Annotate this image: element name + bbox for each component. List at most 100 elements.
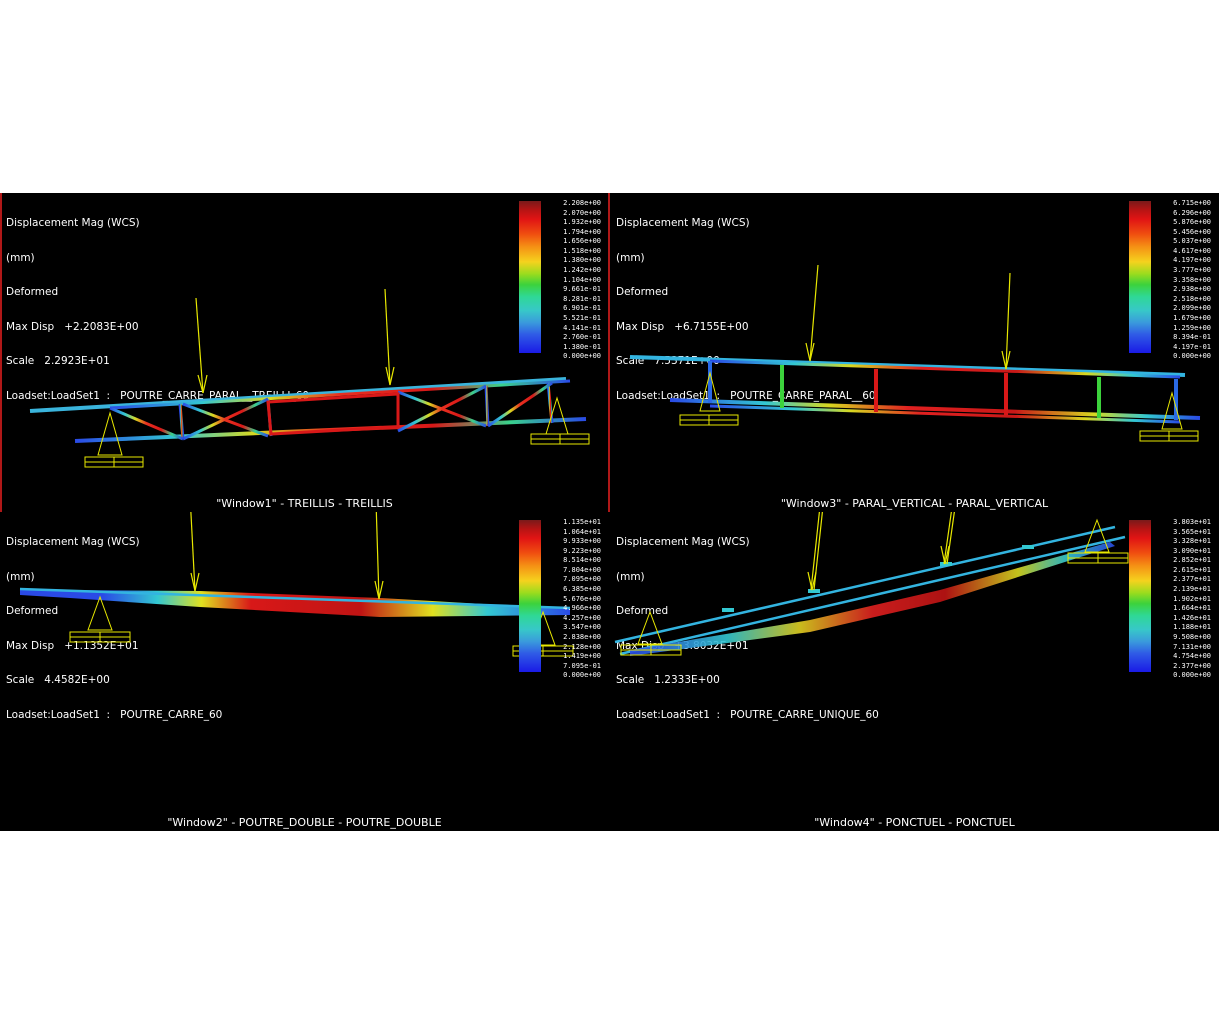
max-disp-label: Max Disp +6.7155E+00 (616, 320, 749, 333)
window2-pane[interactable]: Displacement Mag (WCS) (mm) Deformed Max… (0, 512, 609, 831)
legend-value: 1.380e-01 (563, 342, 601, 351)
legend-value: 2.938e+00 (1173, 285, 1211, 294)
window2-info: Displacement Mag (WCS) (mm) Deformed Max… (6, 514, 222, 744)
loadset-label: Loadset:LoadSet1 : POUTRE_CARRE_PARAL__6… (616, 389, 876, 402)
legend-value: 0.000e+00 (1173, 352, 1211, 361)
window2-caption: "Window2" - POUTRE_DOUBLE - POUTRE_DOUBL… (167, 816, 442, 829)
legend-value: 9.933e+00 (563, 537, 601, 546)
legend-value: 1.259e+00 (1173, 323, 1211, 332)
window4-pane[interactable]: Displacement Mag (WCS) (mm) Deformed Max… (610, 512, 1219, 831)
load-arrow-icon (807, 512, 955, 591)
legend-value: 1.932e+00 (563, 218, 601, 227)
legend-value: 3.547e+00 (563, 623, 601, 632)
window3-pane[interactable]: Displacement Mag (WCS) (mm) Deformed Max… (610, 193, 1219, 512)
legend-value: 1.064e+01 (563, 527, 601, 536)
legend-value: 2.099e+00 (1173, 304, 1211, 313)
legend-value: 4.257e+00 (563, 613, 601, 622)
legend-value: 2.377e+00 (1173, 661, 1211, 670)
legend-value: 0.000e+00 (1173, 671, 1211, 680)
deformed-label: Deformed (616, 286, 669, 298)
legend-value: 2.615e+01 (1173, 565, 1211, 574)
window1-caption: "Window1" - TREILLIS - TREILLIS (216, 497, 393, 510)
window1-pane[interactable]: Displacement Mag (WCS) (mm) Deformed Max… (0, 193, 609, 512)
legend-value: 2.208e+00 (563, 199, 601, 207)
legend-value: 1.135e+01 (563, 518, 601, 526)
legend-value: 1.794e+00 (563, 227, 601, 236)
legend-value: 8.281e-01 (563, 294, 601, 303)
window1-color-legend: 2.208e+00 2.070e+00 1.932e+00 1.794e+00 … (519, 199, 601, 360)
result-type-label: Displacement Mag (WCS) (6, 217, 140, 229)
color-scale-bar (1129, 520, 1151, 672)
support-constraint-icon (620, 518, 1129, 656)
legend-value: 7.095e-01 (563, 661, 601, 670)
max-disp-label: Max Disp +2.2083E+00 (6, 320, 139, 333)
legend-value: 4.754e+00 (1173, 652, 1211, 661)
legend-value: 8.514e+00 (563, 556, 601, 565)
legend-value: 7.095e+00 (563, 575, 601, 584)
result-type-label: Displacement Mag (WCS) (616, 536, 750, 548)
deformed-label: Deformed (616, 605, 669, 617)
color-scale-bar (519, 520, 541, 672)
window1-info: Displacement Mag (WCS) (mm) Deformed Max… (6, 195, 309, 425)
result-type-label: Displacement Mag (WCS) (616, 217, 750, 229)
max-disp-label: Max Disp +1.1352E+01 (6, 639, 139, 652)
window2-color-legend: 1.135e+01 1.064e+01 9.933e+00 9.223e+00 … (519, 518, 601, 679)
legend-value: 6.901e-01 (563, 304, 601, 313)
color-scale-labels: 1.135e+01 1.064e+01 9.933e+00 9.223e+00 … (543, 518, 601, 681)
window3-color-legend: 6.715e+00 6.296e+00 5.876e+00 5.456e+00 … (1129, 199, 1211, 360)
legend-value: 1.664e+01 (1173, 604, 1211, 613)
load-arrow-icon (805, 264, 1011, 370)
legend-value: 0.000e+00 (563, 352, 601, 361)
legend-value: 6.296e+00 (1173, 208, 1211, 217)
support-constraint-icon (679, 371, 1199, 442)
legend-value: 4.141e-01 (563, 323, 601, 332)
scale-label: Scale 4.4582E+00 (6, 674, 110, 686)
legend-value: 1.902e+01 (1173, 594, 1211, 603)
window3-info: Displacement Mag (WCS) (mm) Deformed Max… (616, 195, 876, 425)
legend-value: 5.521e-01 (563, 313, 601, 322)
legend-value: 1.679e+00 (1173, 313, 1211, 322)
legend-value: 3.777e+00 (1173, 266, 1211, 275)
scale-label: Scale 7.5371E+00 (616, 355, 720, 367)
legend-value: 3.803e+01 (1173, 518, 1211, 526)
legend-value: 4.197e-01 (1173, 342, 1211, 351)
window-divider (608, 193, 610, 512)
legend-value: 5.037e+00 (1173, 237, 1211, 246)
legend-value: 2.139e+01 (1173, 585, 1211, 594)
legend-value: 1.380e+00 (563, 256, 601, 265)
legend-value: 3.358e+00 (1173, 275, 1211, 284)
viewport-grid: Displacement Mag (WCS) (mm) Deformed Max… (0, 193, 1219, 831)
deformed-label: Deformed (6, 605, 59, 617)
legend-value: 1.518e+00 (563, 246, 601, 255)
legend-value: 2.760e-01 (563, 333, 601, 342)
point-load-model (614, 512, 1129, 656)
load-arrow-icon (190, 512, 384, 600)
legend-value: 7.131e+00 (1173, 642, 1211, 651)
scale-label: Scale 2.2923E+01 (6, 355, 110, 367)
color-scale-bar (519, 201, 541, 353)
legend-value: 3.565e+01 (1173, 527, 1211, 536)
load-arrow-icon (195, 288, 395, 394)
legend-value: 5.676e+00 (563, 594, 601, 603)
loadset-label: Loadset:LoadSet1 : POUTRE_CARRE_PARAL__T… (6, 389, 310, 402)
loadset-label: Loadset:LoadSet1 : POUTRE_CARRE_UNIQUE_6… (616, 708, 879, 721)
support-constraint-icon (84, 396, 590, 468)
legend-value: 2.838e+00 (563, 632, 601, 641)
legend-value: 7.804e+00 (563, 565, 601, 574)
legend-value: 5.456e+00 (1173, 227, 1211, 236)
legend-value: 6.715e+00 (1173, 199, 1211, 207)
legend-value: 3.090e+01 (1173, 546, 1211, 555)
deformed-label: Deformed (6, 286, 59, 298)
legend-value: 1.419e+00 (563, 652, 601, 661)
legend-value: 8.394e-01 (1173, 333, 1211, 342)
parallel-vertical-model (629, 264, 1201, 442)
support-constraint-icon (69, 595, 574, 657)
units-label: (mm) (6, 251, 35, 264)
window3-caption: "Window3" - PARAL_VERTICAL - PARAL_VERTI… (780, 497, 1049, 510)
legend-value: 9.223e+00 (563, 546, 601, 555)
legend-value: 2.128e+00 (563, 642, 601, 651)
legend-value: 0.000e+00 (563, 671, 601, 680)
legend-value: 1.242e+00 (563, 266, 601, 275)
legend-value: 2.518e+00 (1173, 294, 1211, 303)
window4-color-legend: 3.803e+01 3.565e+01 3.328e+01 3.090e+01 … (1129, 518, 1211, 679)
